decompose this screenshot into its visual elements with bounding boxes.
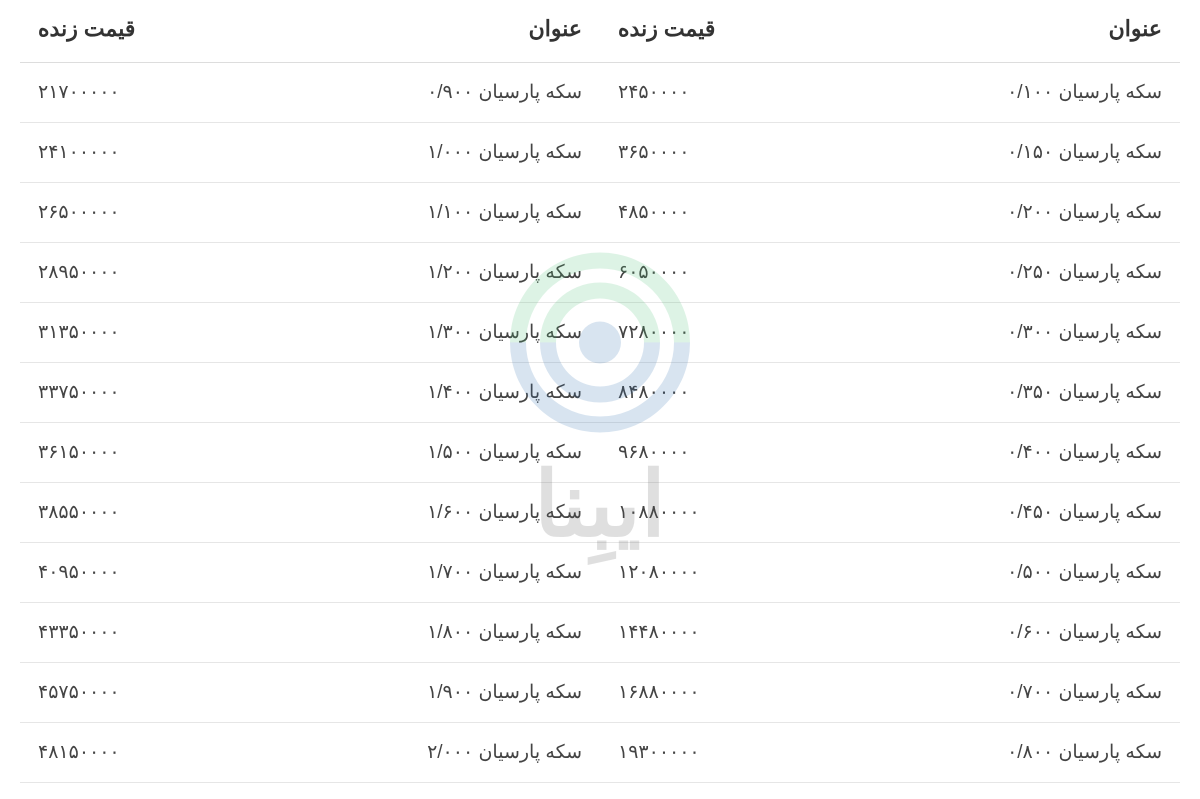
coin-title: سکه پارسیان ۱/۸۰۰	[310, 603, 600, 663]
table-row: سکه پارسیان ۰/۲۰۰۴۸۵۰۰۰۰سکه پارسیان ۱/۱۰…	[20, 183, 1180, 243]
table-row: سکه پارسیان ۰/۴۰۰۹۶۸۰۰۰۰سکه پارسیان ۱/۵۰…	[20, 423, 1180, 483]
coin-title: سکه پارسیان ۰/۱۰۰	[890, 63, 1180, 123]
coin-price: ۴۵۷۵۰۰۰۰	[20, 663, 310, 723]
coin-title: سکه پارسیان ۰/۹۰۰	[310, 63, 600, 123]
price-table: عنوان قیمت زنده عنوان قیمت زنده سکه پارس…	[20, 0, 1180, 783]
coin-title: سکه پارسیان ۰/۷۰۰	[890, 663, 1180, 723]
coin-title: سکه پارسیان ۱/۰۰۰	[310, 123, 600, 183]
table-row: سکه پارسیان ۰/۸۰۰۱۹۳۰۰۰۰۰سکه پارسیان ۲/۰…	[20, 723, 1180, 783]
table-row: سکه پارسیان ۰/۱۰۰۲۴۵۰۰۰۰سکه پارسیان ۰/۹۰…	[20, 63, 1180, 123]
price-table-container: عنوان قیمت زنده عنوان قیمت زنده سکه پارس…	[0, 0, 1200, 783]
coin-price: ۴۸۱۵۰۰۰۰	[20, 723, 310, 783]
header-price-1: قیمت زنده	[600, 0, 890, 63]
coin-title: سکه پارسیان ۰/۵۰۰	[890, 543, 1180, 603]
coin-price: ۴۰۹۵۰۰۰۰	[20, 543, 310, 603]
coin-title: سکه پارسیان ۰/۲۵۰	[890, 243, 1180, 303]
header-title-2: عنوان	[310, 0, 600, 63]
coin-title: سکه پارسیان ۱/۲۰۰	[310, 243, 600, 303]
coin-price: ۱۲۰۸۰۰۰۰	[600, 543, 890, 603]
table-row: سکه پارسیان ۰/۵۰۰۱۲۰۸۰۰۰۰سکه پارسیان ۱/۷…	[20, 543, 1180, 603]
table-header-row: عنوان قیمت زنده عنوان قیمت زنده	[20, 0, 1180, 63]
coin-price: ۳۸۵۵۰۰۰۰	[20, 483, 310, 543]
coin-title: سکه پارسیان ۰/۴۰۰	[890, 423, 1180, 483]
coin-title: سکه پارسیان ۰/۳۵۰	[890, 363, 1180, 423]
coin-title: سکه پارسیان ۰/۱۵۰	[890, 123, 1180, 183]
coin-price: ۲۸۹۵۰۰۰۰	[20, 243, 310, 303]
coin-price: ۲۶۵۰۰۰۰۰	[20, 183, 310, 243]
coin-price: ۹۶۸۰۰۰۰	[600, 423, 890, 483]
coin-title: سکه پارسیان ۱/۶۰۰	[310, 483, 600, 543]
coin-title: سکه پارسیان ۱/۴۰۰	[310, 363, 600, 423]
coin-title: سکه پارسیان ۱/۳۰۰	[310, 303, 600, 363]
coin-price: ۳۶۵۰۰۰۰	[600, 123, 890, 183]
coin-price: ۸۴۸۰۰۰۰	[600, 363, 890, 423]
coin-title: سکه پارسیان ۰/۴۵۰	[890, 483, 1180, 543]
coin-title: سکه پارسیان ۱/۷۰۰	[310, 543, 600, 603]
coin-price: ۱۹۳۰۰۰۰۰	[600, 723, 890, 783]
coin-price: ۳۶۱۵۰۰۰۰	[20, 423, 310, 483]
coin-price: ۲۴۱۰۰۰۰۰	[20, 123, 310, 183]
table-row: سکه پارسیان ۰/۳۵۰۸۴۸۰۰۰۰سکه پارسیان ۱/۴۰…	[20, 363, 1180, 423]
header-price-2: قیمت زنده	[20, 0, 310, 63]
table-row: سکه پارسیان ۰/۱۵۰۳۶۵۰۰۰۰سکه پارسیان ۱/۰۰…	[20, 123, 1180, 183]
coin-price: ۱۴۴۸۰۰۰۰	[600, 603, 890, 663]
table-row: سکه پارسیان ۰/۶۰۰۱۴۴۸۰۰۰۰سکه پارسیان ۱/۸…	[20, 603, 1180, 663]
table-row: سکه پارسیان ۰/۳۰۰۷۲۸۰۰۰۰سکه پارسیان ۱/۳۰…	[20, 303, 1180, 363]
coin-price: ۲۴۵۰۰۰۰	[600, 63, 890, 123]
coin-title: سکه پارسیان ۱/۱۰۰	[310, 183, 600, 243]
coin-price: ۱۰۸۸۰۰۰۰	[600, 483, 890, 543]
header-title-1: عنوان	[890, 0, 1180, 63]
table-row: سکه پارسیان ۰/۷۰۰۱۶۸۸۰۰۰۰سکه پارسیان ۱/۹…	[20, 663, 1180, 723]
coin-price: ۷۲۸۰۰۰۰	[600, 303, 890, 363]
coin-title: سکه پارسیان ۱/۵۰۰	[310, 423, 600, 483]
coin-title: سکه پارسیان ۰/۲۰۰	[890, 183, 1180, 243]
coin-title: سکه پارسیان ۰/۸۰۰	[890, 723, 1180, 783]
coin-price: ۴۸۵۰۰۰۰	[600, 183, 890, 243]
table-row: سکه پارسیان ۰/۴۵۰۱۰۸۸۰۰۰۰سکه پارسیان ۱/۶…	[20, 483, 1180, 543]
coin-price: ۴۳۳۵۰۰۰۰	[20, 603, 310, 663]
coin-price: ۱۶۸۸۰۰۰۰	[600, 663, 890, 723]
coin-title: سکه پارسیان ۲/۰۰۰	[310, 723, 600, 783]
coin-title: سکه پارسیان ۰/۳۰۰	[890, 303, 1180, 363]
coin-price: ۳۳۷۵۰۰۰۰	[20, 363, 310, 423]
coin-price: ۳۱۳۵۰۰۰۰	[20, 303, 310, 363]
coin-price: ۶۰۵۰۰۰۰	[600, 243, 890, 303]
coin-price: ۲۱۷۰۰۰۰۰	[20, 63, 310, 123]
table-row: سکه پارسیان ۰/۲۵۰۶۰۵۰۰۰۰سکه پارسیان ۱/۲۰…	[20, 243, 1180, 303]
coin-title: سکه پارسیان ۰/۶۰۰	[890, 603, 1180, 663]
coin-title: سکه پارسیان ۱/۹۰۰	[310, 663, 600, 723]
